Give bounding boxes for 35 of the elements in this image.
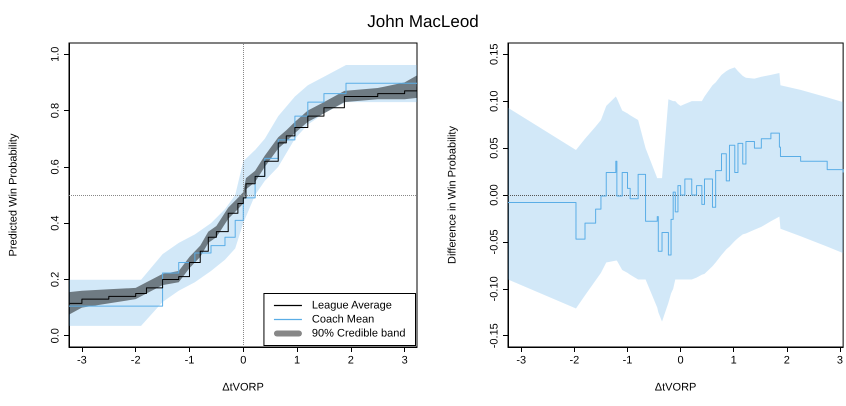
y-tick-label: 1.0 bbox=[50, 46, 62, 62]
y-tick-label: 0.05 bbox=[488, 137, 500, 159]
x-tick-label: -2 bbox=[130, 354, 141, 366]
chart-title: John MacLeod bbox=[366, 12, 480, 32]
x-tick-label: 2 bbox=[348, 354, 354, 366]
x-tick-label: 1 bbox=[294, 354, 300, 366]
y-tick-label: 0.6 bbox=[50, 159, 62, 174]
y-axis-title: Difference in Win Probability bbox=[446, 126, 458, 264]
x-tick-label: 0 bbox=[678, 354, 684, 366]
y-tick-label: 0.4 bbox=[50, 216, 62, 231]
x-tick-label: 3 bbox=[836, 354, 844, 366]
y-tick-label: 0.15 bbox=[488, 44, 500, 65]
y-tick-label: 0.2 bbox=[50, 272, 62, 288]
y-tick-label: 0.0 bbox=[50, 328, 62, 344]
x-axis-title: ΔtVORP bbox=[222, 382, 264, 394]
x-tick-label: -3 bbox=[516, 354, 526, 366]
x-tick-label: -1 bbox=[622, 354, 632, 366]
y-tick-label: -0.15 bbox=[488, 323, 500, 348]
x-tick-label: 0 bbox=[240, 354, 246, 366]
x-tick-label: 3 bbox=[402, 354, 408, 366]
x-tick-label: -1 bbox=[184, 354, 194, 366]
x-axis-title: ΔtVORP bbox=[654, 382, 696, 394]
y-tick-label: -0.10 bbox=[488, 276, 500, 302]
y-tick-label: -0.05 bbox=[488, 229, 500, 254]
y-tick-label: 0.8 bbox=[50, 102, 62, 118]
y-tick-label: 0.10 bbox=[488, 90, 500, 112]
legend-label: Coach Mean bbox=[312, 314, 374, 326]
y-tick-label: 0.00 bbox=[488, 184, 500, 206]
x-tick-label: 2 bbox=[784, 354, 790, 366]
annotation: 90% Credible band bbox=[312, 328, 406, 340]
x-tick-label: -3 bbox=[77, 354, 87, 366]
y-axis-title: Predicted Win Probability bbox=[8, 133, 20, 256]
legend-label: League Average bbox=[312, 300, 392, 312]
x-tick-label: 1 bbox=[730, 354, 737, 366]
x-tick-label: -2 bbox=[570, 354, 580, 366]
